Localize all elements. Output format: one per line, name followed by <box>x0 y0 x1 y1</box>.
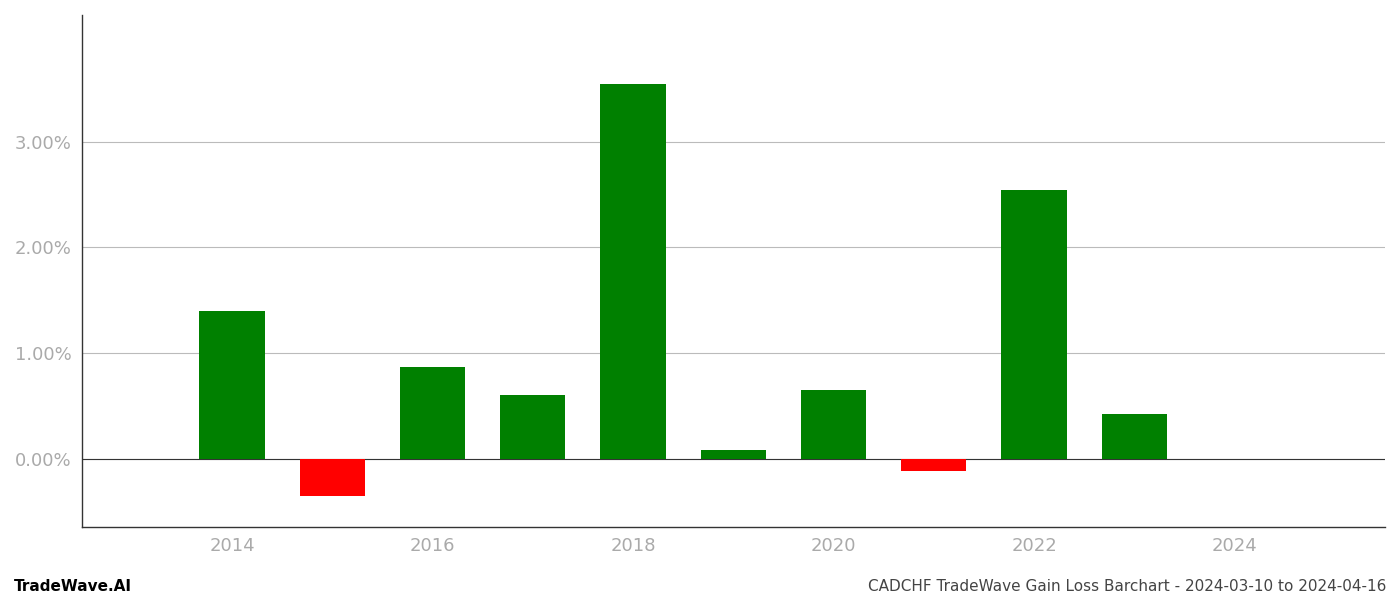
Bar <box>1001 190 1067 458</box>
Bar <box>199 311 265 458</box>
Bar <box>601 83 665 458</box>
Bar <box>300 458 365 496</box>
Bar <box>701 450 766 458</box>
Bar <box>1102 414 1168 458</box>
Bar <box>902 458 966 471</box>
Bar <box>500 395 566 458</box>
Text: TradeWave.AI: TradeWave.AI <box>14 579 132 594</box>
Bar <box>400 367 465 458</box>
Bar <box>801 390 867 458</box>
Text: CADCHF TradeWave Gain Loss Barchart - 2024-03-10 to 2024-04-16: CADCHF TradeWave Gain Loss Barchart - 20… <box>868 579 1386 594</box>
